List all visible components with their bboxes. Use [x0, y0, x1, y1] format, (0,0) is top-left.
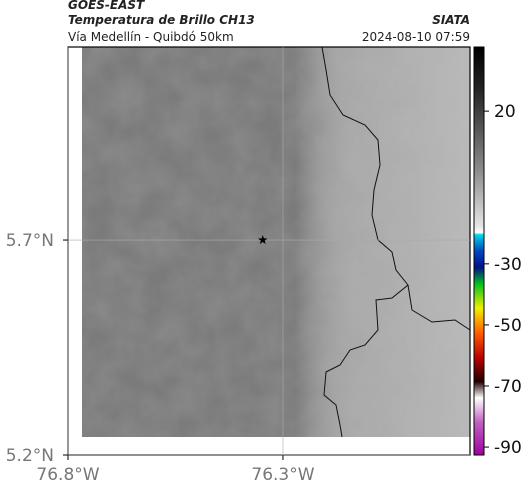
title: Temperatura de Brillo CH13 — [68, 13, 255, 27]
source: GOES-EAST — [68, 0, 145, 12]
colorbar-tick-label: -30 — [494, 255, 522, 275]
x-tick-label: 76.8°W — [36, 465, 99, 485]
x-tick-label: 76.3°W — [251, 465, 314, 485]
agency: SIATA — [432, 13, 470, 27]
colorbar-tick-label: 20 — [494, 102, 516, 122]
colorbar-tick-label: -90 — [494, 438, 522, 458]
colorbar-tick-label: -50 — [494, 316, 522, 336]
subtitle: Vía Medellín - Quibdó 50km — [68, 30, 234, 44]
colorbar-tick-label: -70 — [494, 377, 522, 397]
y-tick-label: 5.7°N — [6, 231, 54, 251]
y-tick-label: 5.2°N — [6, 446, 54, 466]
colorbar — [473, 46, 485, 456]
station-marker — [258, 235, 268, 245]
satellite-image — [82, 46, 471, 438]
timestamp: 2024-08-10 07:59 — [362, 30, 470, 44]
